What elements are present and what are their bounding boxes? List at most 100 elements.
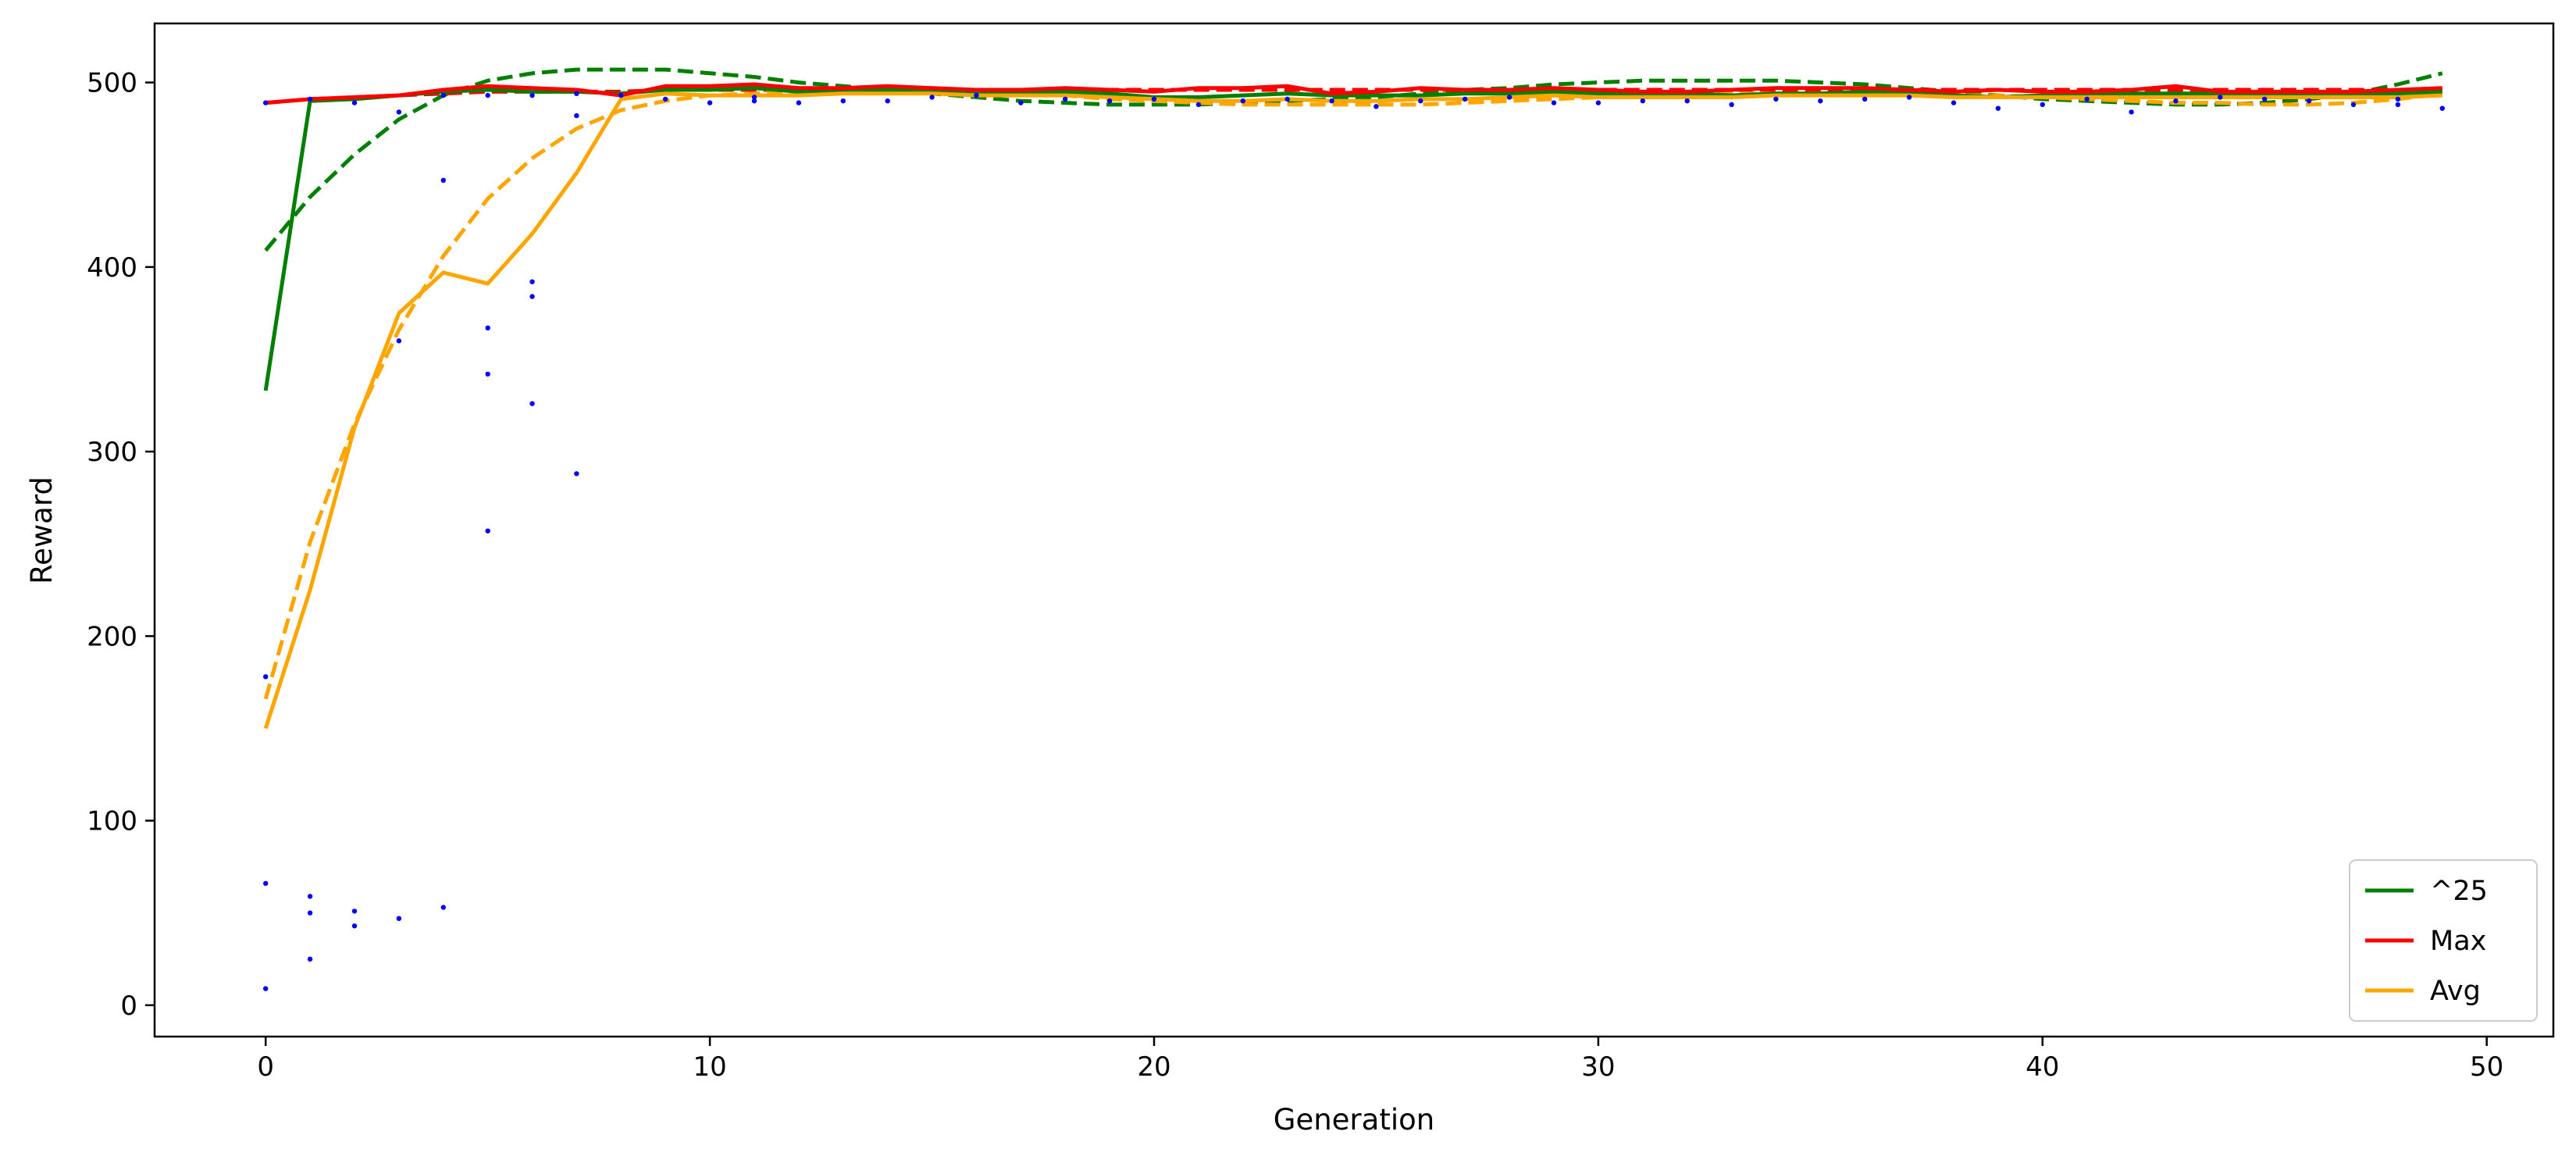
scatter-point — [307, 910, 313, 916]
scatter-point — [1329, 98, 1334, 104]
scatter-point — [2306, 98, 2312, 104]
x-tick-label: 20 — [1137, 1051, 1170, 1083]
scatter-point — [1106, 98, 1113, 104]
scatter-point — [2262, 96, 2268, 102]
scatter-point — [440, 177, 446, 183]
scatter-point — [2350, 102, 2357, 108]
legend: ^25 Max Avg — [2349, 859, 2538, 1022]
scatter-point — [1463, 96, 1468, 102]
legend-box — [2349, 859, 2538, 1022]
scatter-point — [396, 916, 402, 922]
x-tick-label: 50 — [2470, 1051, 2503, 1083]
scatter-point — [351, 908, 358, 914]
scatter-point — [1418, 98, 1423, 104]
scatter-point — [2084, 96, 2090, 102]
series-line-max — [265, 82, 2442, 105]
scatter-point — [1951, 100, 1957, 105]
x-axis-label: Generation — [1274, 1103, 1434, 1137]
scatter-point — [840, 98, 846, 104]
scatter-point — [1906, 95, 1912, 100]
scatter-point — [263, 880, 269, 887]
y-tick-label: 400 — [87, 252, 137, 284]
scatter-point — [1995, 105, 2001, 111]
scatter-point — [1195, 102, 1202, 108]
scatter-point — [2395, 96, 2401, 102]
y-tick-label: 0 — [120, 990, 137, 1022]
scatter-point — [1862, 96, 1868, 102]
scatter-point — [2439, 105, 2445, 111]
plot-frame — [153, 22, 2555, 1038]
scatter-point — [2395, 102, 2401, 108]
scatter-layer — [263, 91, 2445, 991]
scatter-point — [529, 294, 535, 299]
scatter-point — [351, 100, 358, 105]
scatter-point — [1284, 96, 1290, 102]
scatter-point — [974, 92, 979, 98]
y-axis-label: Reward — [25, 476, 59, 584]
scatter-point — [1063, 96, 1068, 102]
scatter-point — [2218, 95, 2223, 100]
scatter-point — [2040, 102, 2045, 108]
y-tick-label: 200 — [87, 621, 137, 652]
scatter-point — [485, 528, 490, 534]
scatter-point — [307, 956, 313, 962]
scatter-point — [263, 100, 269, 105]
scatter-point — [485, 371, 490, 377]
scatter-point — [2173, 98, 2179, 104]
scatter-point — [1818, 98, 1823, 104]
scatter-point — [1729, 102, 1734, 108]
scatter-point — [396, 109, 402, 115]
x-tick-label: 40 — [2026, 1051, 2059, 1083]
x-tick-label: 10 — [693, 1051, 726, 1083]
scatter-point — [440, 905, 446, 910]
series-line-avg — [263, 91, 2442, 730]
series-layer — [263, 67, 2443, 730]
scatter-point — [485, 325, 490, 330]
legend-label: ^25 — [2430, 876, 2488, 907]
scatter-point — [263, 674, 269, 680]
scatter-point — [263, 986, 269, 991]
scatter-point — [2129, 109, 2134, 115]
x-tick-label: 0 — [257, 1051, 274, 1083]
scatter-point — [485, 92, 490, 98]
scatter-point — [307, 894, 313, 899]
legend-label: Avg — [2430, 976, 2481, 1007]
scatter-point — [574, 91, 579, 97]
scatter-point — [1240, 98, 1246, 104]
scatter-point — [663, 96, 668, 102]
scatter-point — [396, 338, 402, 344]
scatter-point — [1151, 96, 1157, 102]
scatter-point — [618, 92, 624, 98]
y-tick-label: 100 — [87, 806, 137, 837]
scatter-point — [529, 401, 535, 406]
scatter-point — [1640, 98, 1645, 104]
scatter-point — [1684, 98, 1690, 104]
y-axis: 0 100 200 300 400 500 — [87, 68, 155, 1022]
scatter-point — [1595, 100, 1602, 105]
scatter-point — [1506, 95, 1512, 100]
scatter-point — [307, 96, 313, 102]
scatter-point — [751, 95, 757, 100]
scatter-point — [440, 92, 446, 98]
scatter-point — [751, 98, 757, 104]
scatter-point — [574, 471, 579, 476]
scatter-point — [885, 98, 890, 104]
x-axis: 0 10 20 30 40 50 — [257, 1037, 2503, 1083]
scatter-point — [351, 923, 358, 929]
scatter-point — [529, 92, 535, 98]
scatter-point — [929, 95, 935, 100]
scatter-point — [707, 100, 713, 105]
y-tick-label: 500 — [87, 68, 137, 99]
x-tick-label: 30 — [1581, 1051, 1615, 1083]
scatter-point — [529, 279, 535, 284]
scatter-point — [1374, 104, 1379, 109]
y-tick-label: 300 — [87, 437, 137, 468]
scatter-point — [796, 100, 802, 105]
scatter-point — [574, 112, 579, 119]
scatter-point — [1018, 100, 1024, 105]
scatter-point — [1551, 100, 1557, 105]
legend-label: Max — [2430, 926, 2486, 957]
scatter-point — [1773, 96, 1779, 102]
